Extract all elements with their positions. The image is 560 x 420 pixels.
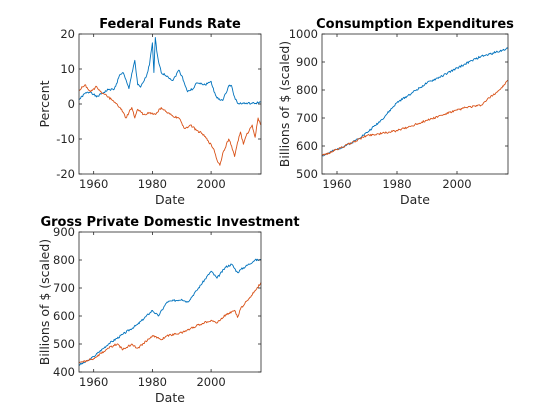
plot-area <box>79 34 261 174</box>
y-tick-label: 500 <box>296 167 318 181</box>
x-tick-label: 1980 <box>138 375 167 389</box>
x-tick-label: 1960 <box>79 177 108 191</box>
x-tick-label: 1960 <box>322 177 351 191</box>
y-tick-label: 800 <box>296 83 318 97</box>
y-tick-label: 1000 <box>289 27 318 41</box>
y-tick-label: 10 <box>60 62 75 76</box>
x-tick-label: 2000 <box>442 177 471 191</box>
x-tick-label: 2000 <box>196 177 225 191</box>
series-line-1 <box>321 47 509 157</box>
y-axis-label: Percent <box>37 80 52 127</box>
axes-box <box>78 231 262 373</box>
y-tick-label: 900 <box>296 55 318 69</box>
chart-title: Consumption Expenditures <box>316 17 514 32</box>
series-line-2 <box>321 79 509 157</box>
x-axis-label: Date <box>155 192 185 207</box>
y-axis-label: Billions of $ (scaled) <box>277 41 292 167</box>
chart-title: Federal Funds Rate <box>99 17 241 32</box>
x-tick-label: 2000 <box>196 375 225 389</box>
series-line-1 <box>78 258 262 366</box>
series-line-2 <box>78 84 262 166</box>
chart-title: Gross Private Domestic Investment <box>40 215 299 230</box>
axes-box <box>321 33 509 175</box>
y-tick-label: 600 <box>53 309 75 323</box>
plot-area <box>79 232 261 372</box>
x-tick-label: 1960 <box>79 375 108 389</box>
y-axis-label: Billions of $ (scaled) <box>37 239 52 365</box>
y-tick-label: 400 <box>53 365 75 379</box>
y-tick-label: 800 <box>53 253 75 267</box>
y-tick-label: 700 <box>53 281 75 295</box>
series-line-2 <box>78 282 262 364</box>
x-axis-label: Date <box>155 390 185 405</box>
y-tick-label: 500 <box>53 337 75 351</box>
series-line-1 <box>78 37 262 105</box>
y-tick-label: 900 <box>53 225 75 239</box>
chart-1: 1960 1980 2000 -20 -10 0 10 20 Federal Funds Rat… <box>37 17 262 207</box>
x-tick-label: 1980 <box>382 177 411 191</box>
y-tick-label: 20 <box>60 27 75 41</box>
x-tick-label: 1980 <box>138 177 167 191</box>
y-tick-label: -10 <box>56 132 75 146</box>
y-tick-label: 700 <box>296 111 318 125</box>
y-tick-label: 0 <box>68 97 75 111</box>
y-tick-label: -20 <box>56 167 75 181</box>
plot-area <box>322 34 508 174</box>
x-axis-label: Date <box>400 192 430 207</box>
chart-2: 1960 1980 2000 500 600 700 800 900 1000Consumpti… <box>277 17 514 207</box>
y-tick-label: 600 <box>296 139 318 153</box>
